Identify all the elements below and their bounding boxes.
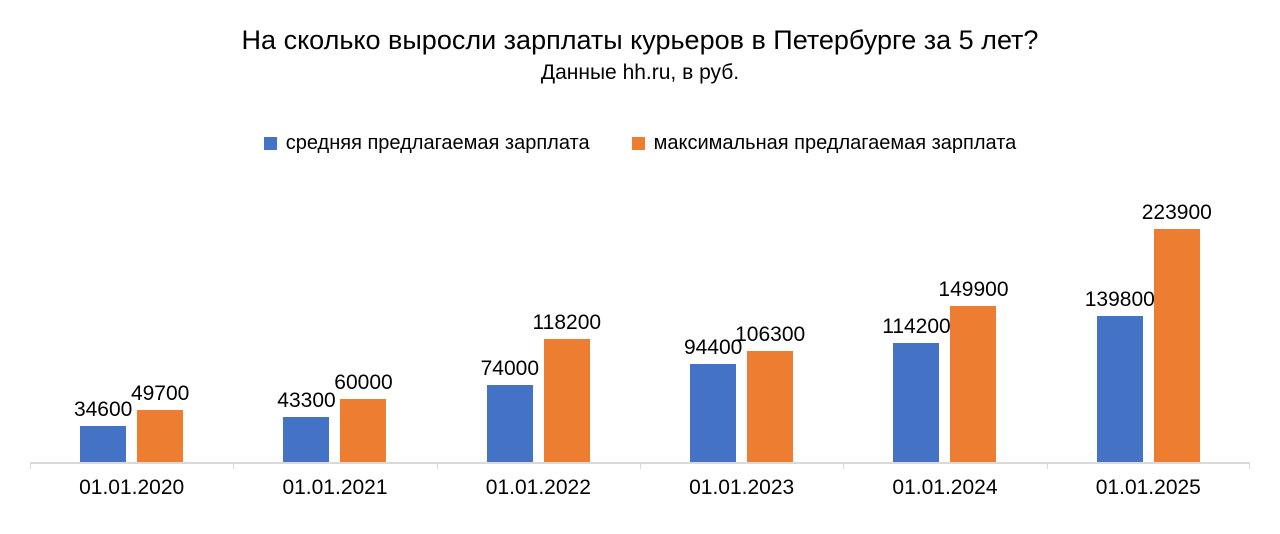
bar-average-salary: 34600 xyxy=(74,398,132,462)
bar-average-salary: 94400 xyxy=(684,336,742,462)
legend-item-average-salary: средняя предлагаемая зарплата xyxy=(263,131,590,155)
bar-average-salary: 114200 xyxy=(882,315,951,462)
axis-tick xyxy=(1249,461,1250,469)
bar-group: 34600 49700 xyxy=(30,212,233,462)
x-axis-label: 01.01.2024 xyxy=(892,475,998,499)
data-label-max-salary: 223900 xyxy=(1141,200,1212,224)
bar-group: 139800 223900 xyxy=(1047,201,1250,462)
chart-subtitle: Данные hh.ru, в руб. xyxy=(540,61,740,85)
x-axis-label: 01.01.2020 xyxy=(79,475,185,499)
axis-tick xyxy=(436,461,438,469)
x-axis-label: 01.01.2022 xyxy=(485,475,591,499)
data-label-average-salary: 34600 xyxy=(73,397,133,421)
axis-tick xyxy=(843,461,845,469)
bar-max-salary: 49700 xyxy=(131,382,189,462)
bar-group: 74000 118200 xyxy=(437,212,640,462)
legend: средняя предлагаемая зарплата максимальн… xyxy=(0,132,1280,155)
legend-swatch-blue xyxy=(263,136,277,150)
x-axis-label: 01.01.2023 xyxy=(689,475,795,499)
bar-max-salary: 60000 xyxy=(334,371,393,462)
legend-item-max-salary: максимальная предлагаемая зарплата xyxy=(631,131,1017,155)
data-label-average-salary: 139800 xyxy=(1084,287,1155,311)
data-label-max-salary: 106300 xyxy=(735,322,806,346)
x-axis-labels: 01.01.2020 01.01.2021 01.01.2022 01.01.2023… xyxy=(30,476,1250,500)
legend-label-max-salary: максимальная предлагаемая зарплата xyxy=(653,131,1017,154)
axis-tick xyxy=(640,461,641,469)
bar-max-salary: 118200 xyxy=(533,311,601,462)
axis-tick xyxy=(30,461,31,469)
legend-label-average-salary: средняя предлагаемая зарплата xyxy=(285,131,590,154)
bar-max-salary: 106300 xyxy=(735,323,805,462)
axis-tick xyxy=(1046,461,1048,469)
plot-area: 34600 49700 43300 60000 74000 118200 94400 1063… xyxy=(30,201,1250,462)
legend-swatch-orange xyxy=(631,136,645,150)
data-label-max-salary: 118200 xyxy=(532,310,602,334)
bar-average-salary: 43300 xyxy=(277,389,336,462)
axis-tick xyxy=(233,461,235,469)
bar-group: 94400 106300 xyxy=(640,212,843,462)
bar-average-salary: 139800 xyxy=(1085,288,1155,462)
data-label-average-salary: 74000 xyxy=(480,356,540,380)
bar-max-salary: 223900 xyxy=(1142,201,1212,462)
bar-group: 114200 149900 xyxy=(843,212,1046,462)
x-axis-label: 01.01.2021 xyxy=(282,475,388,499)
data-label-average-salary: 43300 xyxy=(277,388,336,412)
bar-average-salary: 74000 xyxy=(481,357,539,462)
data-label-max-salary: 49700 xyxy=(130,381,190,405)
data-label-max-salary: 149900 xyxy=(938,277,1009,301)
data-label-average-salary: 114200 xyxy=(882,314,951,338)
bar-chart: 34600 49700 43300 60000 74000 118200 94400 1063… xyxy=(30,201,1250,512)
data-label-max-salary: 60000 xyxy=(334,370,393,394)
bar-max-salary: 149900 xyxy=(938,278,1009,462)
chart-title: На сколько выросли зарплаты курьеров в П… xyxy=(241,25,1039,55)
x-axis-label: 01.01.2025 xyxy=(1095,475,1201,499)
bar-group: 43300 60000 xyxy=(233,212,436,462)
data-label-average-salary: 94400 xyxy=(683,335,743,359)
